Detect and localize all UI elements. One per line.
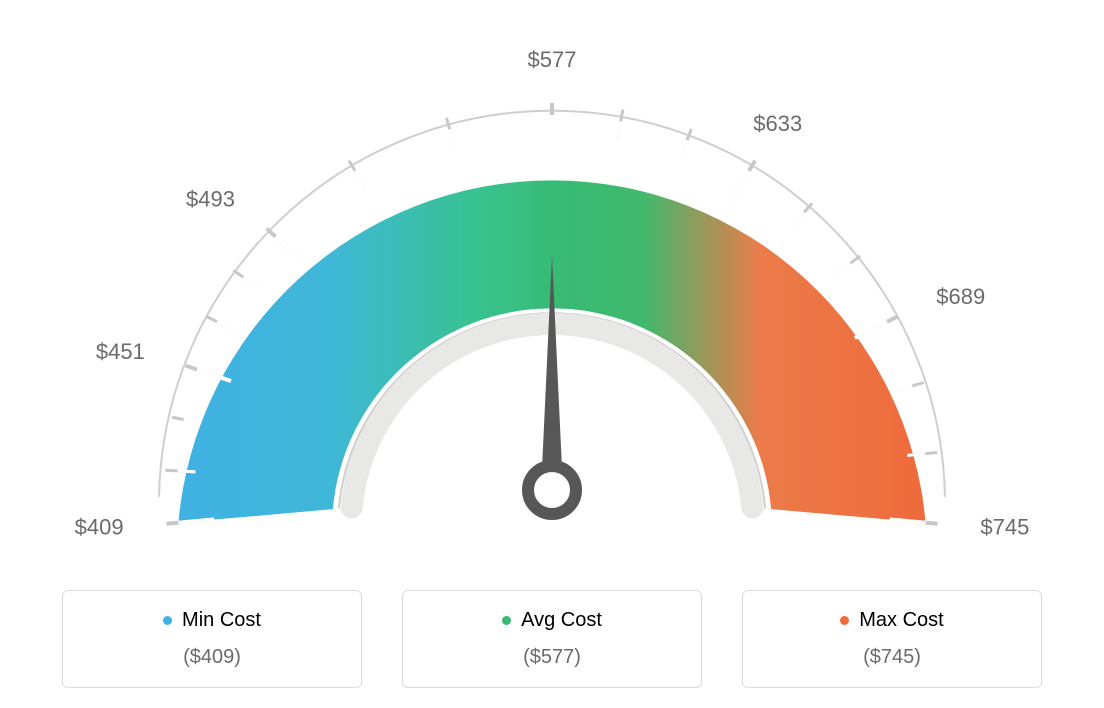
gauge-tick-minor-overlay — [836, 263, 850, 274]
gauge-tick-label: $633 — [753, 111, 802, 136]
gauge-tick-label: $493 — [186, 186, 235, 211]
gauge-tick-minor-overlay — [184, 420, 202, 423]
gauge-needle-hub — [528, 466, 576, 514]
gauge-tick-label: $577 — [528, 47, 577, 72]
legend-dot-max — [840, 616, 849, 625]
legend-value-avg: ($577) — [413, 646, 691, 669]
gauge-tick-minor-overlay — [243, 277, 258, 287]
legend-text-avg: Avg Cost — [521, 609, 602, 632]
gauge-tick-minor-overlay — [792, 212, 804, 225]
gauge-tick-label: $745 — [980, 514, 1029, 539]
gauge-tick-minor-overlay — [177, 471, 195, 472]
legend-label-avg: Avg Cost — [502, 609, 602, 632]
gauge-tick-label: $409 — [75, 514, 124, 539]
gauge-tick-label: $689 — [936, 284, 985, 309]
gauge-tick-minor-overlay — [450, 129, 455, 146]
gauge-tick-minor-overlay — [895, 386, 912, 391]
gauge-tick-major-overlay — [855, 322, 887, 338]
gauge-tick-minor-overlay — [217, 322, 233, 330]
legend-dot-min — [163, 616, 172, 625]
legend-card-avg: Avg Cost ($577) — [402, 590, 702, 688]
gauge-tick-minor-overlay — [907, 454, 925, 456]
gauge-tick-label: $451 — [96, 339, 145, 364]
gauge-tick-major-overlay — [276, 237, 303, 261]
legend-dot-avg — [502, 616, 511, 625]
legend-card-min: Min Cost ($409) — [62, 590, 362, 688]
legend-card-max: Max Cost ($745) — [742, 590, 1042, 688]
legend-value-max: ($745) — [753, 646, 1031, 669]
legend-label-min: Min Cost — [163, 609, 261, 632]
legend-row: Min Cost ($409) Avg Cost ($577) Max Cost… — [20, 590, 1084, 688]
gauge-chart: $409 $451 $493 $577 $633 $689 $745 — [20, 20, 1084, 560]
gauge-tick-minor-overlay — [681, 140, 687, 157]
gauge-tick-minor-overlay — [355, 171, 364, 186]
gauge-tick-major-overlay — [730, 171, 749, 202]
gauge-svg: $409 $451 $493 $577 $633 $689 $745 — [22, 20, 1082, 560]
legend-value-min: ($409) — [73, 646, 351, 669]
legend-text-max: Max Cost — [859, 609, 943, 632]
legend-text-min: Min Cost — [182, 609, 261, 632]
legend-label-max: Max Cost — [840, 609, 943, 632]
gauge-tick-minor-overlay — [617, 121, 620, 139]
